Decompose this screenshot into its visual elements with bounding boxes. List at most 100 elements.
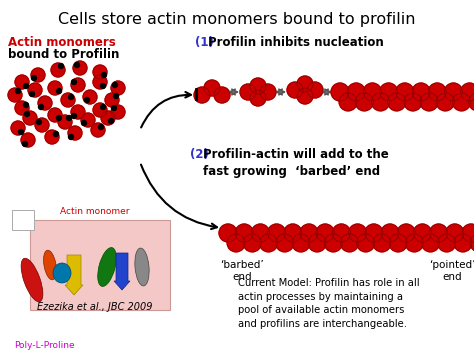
Circle shape bbox=[469, 93, 474, 111]
Circle shape bbox=[243, 234, 261, 252]
Text: Profilin-actin will add to the
fast growing  ‘barbed’ end: Profilin-actin will add to the fast grow… bbox=[203, 148, 389, 178]
Circle shape bbox=[71, 105, 85, 119]
Circle shape bbox=[276, 234, 294, 252]
Circle shape bbox=[99, 125, 103, 130]
Circle shape bbox=[421, 234, 439, 252]
Circle shape bbox=[48, 108, 62, 122]
Circle shape bbox=[51, 63, 65, 77]
Circle shape bbox=[28, 83, 42, 97]
Circle shape bbox=[61, 93, 75, 107]
Circle shape bbox=[365, 224, 383, 242]
Circle shape bbox=[316, 224, 334, 242]
Circle shape bbox=[100, 104, 106, 109]
Circle shape bbox=[45, 130, 59, 144]
Circle shape bbox=[413, 224, 431, 242]
Circle shape bbox=[111, 105, 125, 119]
Circle shape bbox=[112, 82, 118, 87]
Text: Poly-L-Proline: Poly-L-Proline bbox=[14, 341, 74, 350]
FancyArrow shape bbox=[114, 253, 130, 290]
Circle shape bbox=[16, 88, 20, 93]
Circle shape bbox=[331, 83, 349, 101]
Ellipse shape bbox=[21, 258, 43, 302]
Circle shape bbox=[453, 93, 471, 111]
Circle shape bbox=[11, 121, 25, 135]
Circle shape bbox=[397, 224, 415, 242]
Circle shape bbox=[380, 83, 398, 101]
Circle shape bbox=[101, 72, 107, 77]
Circle shape bbox=[38, 96, 52, 110]
Circle shape bbox=[58, 115, 72, 129]
Text: Actin monomer: Actin monomer bbox=[60, 207, 130, 216]
Circle shape bbox=[340, 234, 358, 252]
Circle shape bbox=[31, 76, 36, 81]
Circle shape bbox=[348, 224, 366, 242]
Circle shape bbox=[446, 224, 464, 242]
Circle shape bbox=[111, 105, 117, 110]
Circle shape bbox=[438, 234, 456, 252]
Circle shape bbox=[388, 93, 406, 111]
Circle shape bbox=[25, 111, 29, 116]
Circle shape bbox=[364, 83, 382, 101]
Circle shape bbox=[332, 224, 350, 242]
Text: (2): (2) bbox=[190, 148, 213, 161]
Circle shape bbox=[396, 83, 414, 101]
Ellipse shape bbox=[53, 263, 71, 283]
Circle shape bbox=[109, 119, 113, 124]
Circle shape bbox=[372, 93, 390, 111]
Circle shape bbox=[69, 135, 73, 140]
Circle shape bbox=[405, 234, 423, 252]
Circle shape bbox=[284, 224, 302, 242]
Circle shape bbox=[324, 234, 342, 252]
Circle shape bbox=[462, 224, 474, 242]
Circle shape bbox=[251, 224, 269, 242]
Circle shape bbox=[18, 130, 24, 135]
Circle shape bbox=[24, 103, 28, 108]
Circle shape bbox=[445, 83, 463, 101]
FancyArrow shape bbox=[65, 255, 83, 295]
Circle shape bbox=[389, 234, 407, 252]
Circle shape bbox=[93, 75, 107, 89]
Circle shape bbox=[73, 61, 87, 75]
Circle shape bbox=[347, 83, 365, 101]
Bar bbox=[30, 220, 170, 310]
Circle shape bbox=[66, 115, 72, 120]
Circle shape bbox=[373, 234, 391, 252]
Text: bound to Profilin: bound to Profilin bbox=[8, 48, 119, 61]
Circle shape bbox=[35, 118, 49, 132]
Ellipse shape bbox=[98, 247, 116, 286]
Circle shape bbox=[23, 111, 37, 125]
Ellipse shape bbox=[44, 250, 56, 280]
Circle shape bbox=[58, 64, 64, 69]
Circle shape bbox=[292, 234, 310, 252]
Circle shape bbox=[308, 234, 326, 252]
Circle shape bbox=[219, 224, 237, 242]
Circle shape bbox=[381, 224, 399, 242]
Circle shape bbox=[214, 87, 230, 103]
Circle shape bbox=[48, 81, 62, 95]
Circle shape bbox=[420, 93, 438, 111]
Circle shape bbox=[454, 234, 472, 252]
Circle shape bbox=[100, 83, 106, 88]
Circle shape bbox=[84, 98, 90, 103]
Circle shape bbox=[111, 81, 125, 95]
Circle shape bbox=[24, 83, 28, 88]
Circle shape bbox=[428, 83, 446, 101]
Circle shape bbox=[82, 120, 86, 126]
Circle shape bbox=[15, 101, 29, 115]
Text: ‘pointed’
end: ‘pointed’ end bbox=[429, 260, 474, 282]
Circle shape bbox=[339, 93, 357, 111]
Circle shape bbox=[429, 224, 447, 242]
Circle shape bbox=[357, 234, 375, 252]
Circle shape bbox=[29, 92, 35, 97]
Circle shape bbox=[93, 103, 107, 117]
Circle shape bbox=[83, 90, 97, 104]
Circle shape bbox=[38, 104, 44, 109]
Circle shape bbox=[81, 113, 95, 127]
Circle shape bbox=[204, 80, 220, 96]
Circle shape bbox=[91, 123, 105, 137]
Text: Actin monomers: Actin monomers bbox=[8, 36, 116, 49]
Bar bbox=[12, 210, 34, 230]
Circle shape bbox=[404, 93, 422, 111]
Text: ‘barbed’
end: ‘barbed’ end bbox=[220, 260, 264, 282]
Circle shape bbox=[235, 224, 253, 242]
